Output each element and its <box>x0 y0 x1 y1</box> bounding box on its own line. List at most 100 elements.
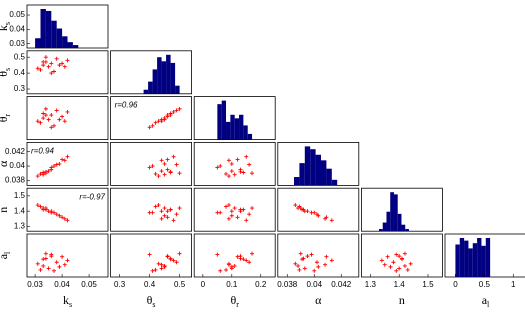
axis-label-sub: l <box>3 251 12 254</box>
scatter-point <box>162 206 167 211</box>
x-tick-label: 0.042 <box>331 280 352 289</box>
scatter-point <box>162 213 167 218</box>
histogram-bar <box>315 154 321 186</box>
axis-label: al <box>0 251 12 259</box>
scatter-point <box>244 218 249 223</box>
histogram-bar <box>221 100 227 140</box>
scatter-point <box>218 268 223 273</box>
scatter-point <box>159 262 164 267</box>
axis-label-main: a <box>482 293 488 307</box>
scatter-point <box>397 254 402 259</box>
axis-label-sub: s <box>3 68 12 71</box>
scatter-point <box>49 167 54 172</box>
x-tick-label: 0.04 <box>306 280 322 289</box>
scatter-point <box>62 119 67 124</box>
scatter-point <box>65 58 70 63</box>
scatter-point <box>43 171 48 176</box>
panel-frame <box>26 141 109 186</box>
scatter-point <box>41 207 46 212</box>
scatter-point <box>323 216 328 221</box>
scatter-point <box>38 67 43 72</box>
scatter-point <box>38 120 43 125</box>
histogram-bar <box>161 61 167 94</box>
axis-label-main: a <box>0 253 10 259</box>
scatter-point <box>379 258 384 263</box>
histogram-bar <box>35 38 41 48</box>
scatter-point <box>177 171 182 176</box>
x-tick-label: 0.2 <box>255 280 267 289</box>
scatter-point <box>250 251 255 256</box>
panel-frame <box>360 233 443 278</box>
scatter-point <box>65 154 70 159</box>
histogram-bar <box>393 194 398 232</box>
axis-label-main: θ <box>230 293 236 307</box>
scatter-point <box>298 251 303 256</box>
scatter-point <box>35 203 40 208</box>
scatter-point <box>153 204 158 209</box>
axis-label: θr <box>230 293 239 310</box>
panel-frame <box>26 233 109 278</box>
y-tick-label: 1.5 <box>14 191 26 200</box>
scatter-point <box>302 266 307 271</box>
y-tick-label: 1.4 <box>14 206 26 215</box>
scatter-point <box>165 167 170 172</box>
histogram-bar <box>143 89 149 94</box>
histogram-bar <box>378 229 383 232</box>
axis-label-sub: r <box>236 300 239 309</box>
scatter-point <box>62 216 67 221</box>
scatter-point <box>49 71 54 76</box>
axis-label: α <box>0 160 10 167</box>
scatter-point <box>153 267 158 272</box>
scatter-point <box>41 59 46 64</box>
panel-frame <box>110 96 192 140</box>
histogram-bar <box>481 245 486 277</box>
scatter-point <box>49 113 54 118</box>
scatter-point <box>293 261 298 266</box>
x-tick-label: 1.5 <box>422 280 434 289</box>
scatter-point <box>316 264 321 269</box>
axis-label: α <box>315 293 322 307</box>
scatter-point <box>159 209 164 214</box>
scatter-point <box>52 123 56 128</box>
scatter-point <box>215 252 220 257</box>
scatter-point <box>235 157 240 162</box>
panel-frame <box>26 50 109 95</box>
histogram-bar <box>472 243 478 277</box>
panel-frame <box>26 96 109 140</box>
scatter-point <box>241 207 246 212</box>
scatter-point <box>388 264 393 269</box>
panel-frame <box>193 233 276 278</box>
histogram-bar <box>175 85 180 94</box>
axis-label-sub: s <box>152 300 155 309</box>
scatter-point <box>165 113 170 118</box>
scatter-point <box>60 61 65 66</box>
scatter-point <box>177 206 182 211</box>
x-tick-label: 0 <box>453 280 458 289</box>
histogram-bar <box>401 224 406 232</box>
scatter-point <box>147 252 152 257</box>
scatter-point <box>65 218 70 223</box>
histogram-bar <box>230 114 235 140</box>
scatter-point <box>226 216 231 221</box>
scatter-point <box>385 254 390 259</box>
scatter-point <box>162 172 167 177</box>
scatter-point <box>324 254 329 259</box>
scatter-point <box>147 125 152 130</box>
panel-frame <box>110 187 192 232</box>
scatter-point <box>229 213 234 218</box>
scatter-point <box>171 218 176 223</box>
scatter-point <box>162 161 167 166</box>
y-tick-label: 1.3 <box>14 222 26 231</box>
x-tick-label: 0.03 <box>27 280 43 289</box>
axis-label: θs <box>147 293 156 310</box>
scatter-point <box>171 258 176 263</box>
scatter-point <box>43 106 48 111</box>
axis-label-main: θ <box>0 71 10 77</box>
scatter-point <box>35 174 40 179</box>
scatter-point <box>232 172 237 177</box>
scatter-point <box>293 203 298 208</box>
scatter-point <box>247 212 252 217</box>
scatter-point <box>150 268 155 273</box>
